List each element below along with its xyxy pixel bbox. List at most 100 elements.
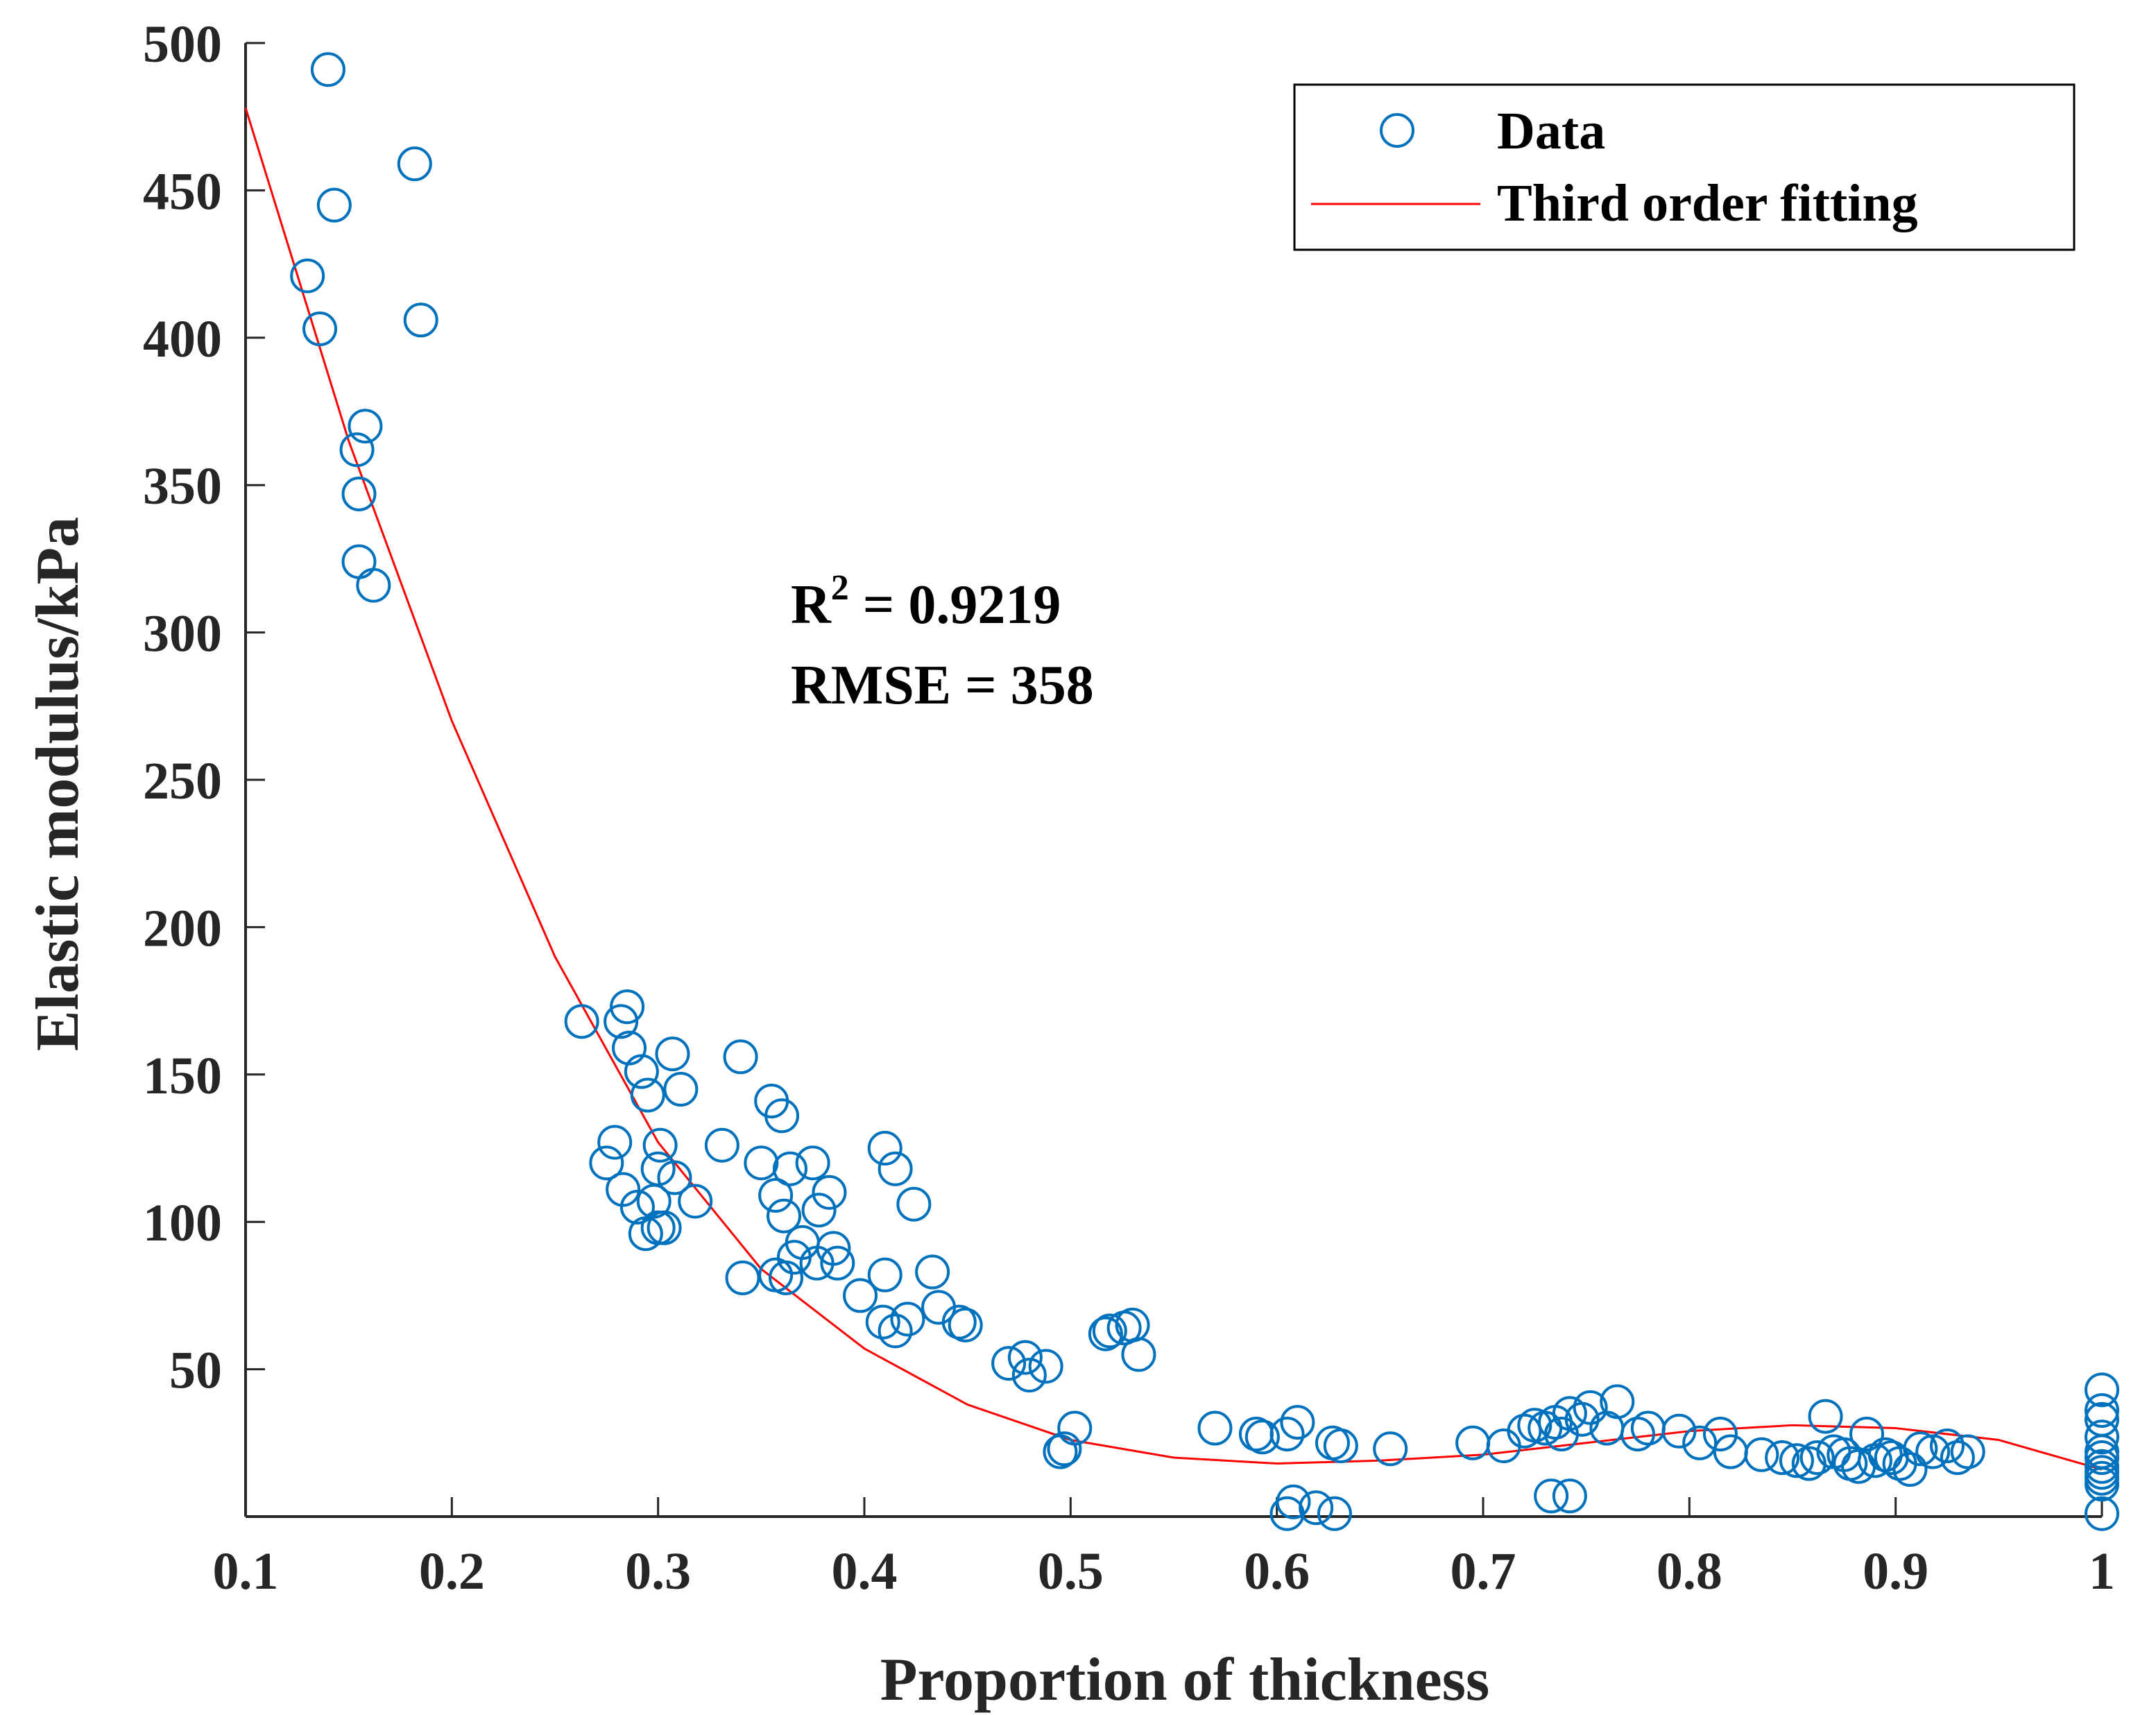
y-tick-label: 300 — [143, 605, 222, 663]
data-point — [1507, 1413, 1542, 1449]
data-point — [843, 1278, 878, 1313]
data-point — [1892, 1452, 1928, 1487]
data-point — [2085, 1496, 2119, 1531]
y-axis-title: Elastic modulus/kPa — [24, 517, 92, 1051]
data-point — [704, 1127, 739, 1163]
x-tick-label: 0.3 — [625, 1542, 691, 1601]
data-point — [1047, 1431, 1082, 1467]
data-point — [403, 302, 438, 338]
data-point — [772, 1151, 807, 1186]
data-point — [1713, 1434, 1748, 1469]
data-point — [1088, 1316, 1123, 1351]
data-point — [941, 1304, 977, 1340]
data-point — [1620, 1417, 1655, 1452]
data-point — [1486, 1428, 1521, 1464]
data-point — [341, 544, 377, 579]
data-point — [725, 1260, 760, 1295]
data-point — [1057, 1410, 1093, 1446]
data-point — [820, 1245, 855, 1281]
data-point — [767, 1198, 802, 1234]
fit-curve — [244, 108, 2103, 1471]
data-point — [801, 1193, 837, 1228]
data-point — [1661, 1413, 1697, 1449]
data-point — [1682, 1425, 1718, 1460]
data-point — [397, 146, 432, 182]
data-point — [795, 1145, 830, 1181]
data-point — [799, 1245, 835, 1281]
data-point — [1299, 1490, 1334, 1526]
data-point — [867, 1131, 902, 1166]
y-tick-label: 450 — [143, 162, 222, 221]
data-point — [1915, 1434, 1951, 1469]
data-point — [1007, 1340, 1043, 1375]
fit-statistics: R2 = 0.9219 RMSE = 358 — [791, 568, 1094, 716]
data-point — [610, 989, 645, 1025]
data-point — [948, 1307, 983, 1342]
x-tick-label: 0.6 — [1244, 1542, 1310, 1601]
fit-curve-layer — [244, 108, 2103, 1471]
data-point — [764, 1098, 800, 1134]
data-point — [597, 1125, 633, 1160]
data-point — [606, 1172, 641, 1207]
legend-data-label: Data — [1497, 102, 1605, 160]
legend-fit-label: Third order fitting — [1497, 174, 1918, 232]
rmse-label: RMSE = 358 — [791, 655, 1094, 716]
data-point — [1779, 1443, 1814, 1478]
data-point — [657, 1160, 692, 1195]
data-point — [624, 1054, 659, 1089]
data-point — [1808, 1399, 1843, 1434]
data-point — [642, 1127, 678, 1163]
data-point — [744, 1145, 779, 1181]
y-tick-label: 400 — [143, 310, 222, 368]
x-tick-label: 0.4 — [832, 1542, 898, 1601]
data-point — [564, 1004, 599, 1039]
data-point — [2085, 1401, 2119, 1437]
x-tick-label: 0.7 — [1451, 1542, 1516, 1601]
y-tick-label: 100 — [143, 1194, 222, 1252]
x-tick-label: 0.8 — [1657, 1542, 1722, 1601]
data-point — [1092, 1313, 1127, 1349]
tick-labels: 0.1 0.2 0.3 0.4 0.5 0.6 0.7 0.8 0.9 1501001502002… — [143, 15, 2115, 1601]
y-tick-label: 150 — [143, 1047, 222, 1105]
data-point — [723, 1039, 758, 1075]
data-point — [302, 312, 338, 347]
data-point — [2085, 1393, 2119, 1428]
data-point — [1197, 1410, 1233, 1446]
data-point — [1857, 1443, 1892, 1478]
data-point — [1455, 1425, 1491, 1460]
data-point — [878, 1151, 913, 1186]
data-point — [1244, 1419, 1280, 1455]
data-point — [316, 187, 352, 223]
data-point — [1630, 1410, 1666, 1446]
data-point — [2085, 1440, 2119, 1476]
data-point — [663, 1072, 699, 1107]
data-point — [1564, 1401, 1600, 1437]
y-tick-label: 50 — [169, 1342, 222, 1400]
data-point — [1323, 1428, 1358, 1464]
data-point — [1269, 1496, 1305, 1531]
legend-box — [1293, 83, 2076, 251]
legend-data-marker — [1380, 113, 1414, 148]
data-point — [1317, 1496, 1352, 1531]
data-point — [1799, 1440, 1835, 1476]
data-point — [1744, 1437, 1779, 1472]
data-point — [630, 1077, 665, 1113]
data-point — [865, 1304, 900, 1340]
data-point — [1280, 1405, 1315, 1440]
data-point — [290, 258, 325, 293]
data-point — [619, 1189, 655, 1225]
data-point — [1940, 1440, 1975, 1476]
data-point — [2085, 1467, 2119, 1502]
legend: Data Third order fitting — [1293, 83, 2076, 251]
data-point — [1373, 1431, 1408, 1467]
data-point — [769, 1260, 804, 1295]
x-tick-label: 0.2 — [419, 1542, 485, 1601]
data-point — [758, 1257, 794, 1292]
data-point — [310, 52, 345, 87]
data-point — [655, 1036, 690, 1072]
y-tick-label: 200 — [143, 899, 222, 957]
data-point — [1702, 1417, 1738, 1452]
data-point — [991, 1346, 1027, 1381]
data-point — [1930, 1428, 1965, 1464]
